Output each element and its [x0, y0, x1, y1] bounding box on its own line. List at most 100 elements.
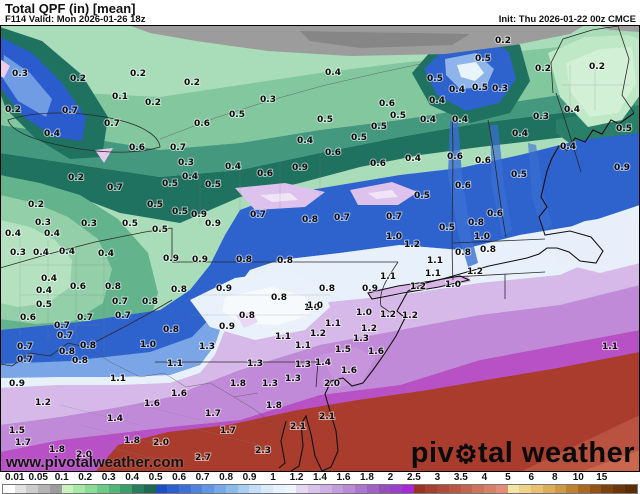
colorbar-segment	[401, 485, 414, 493]
colorbar-segment	[249, 485, 262, 493]
qpf-value-label: 0.9	[614, 163, 630, 173]
qpf-value-label: 0.9	[362, 284, 378, 294]
qpf-value-label: 0.5	[205, 180, 221, 190]
qpf-value-label: 0.4	[405, 154, 421, 164]
colorbar-tick-label: 1.8	[360, 472, 374, 483]
qpf-value-label: 0.6	[370, 159, 386, 169]
qpf-value-label: 0.6	[325, 148, 341, 158]
colorbar-tick-label: 0.4	[125, 472, 140, 483]
coastline	[278, 112, 635, 472]
qpf-value-label: 0.7	[17, 342, 33, 352]
colorbar-segment	[343, 485, 356, 493]
qpf-value-label: 0.2	[5, 105, 21, 115]
qpf-value-label: 0.3	[81, 219, 97, 229]
qpf-value-label: 0.9	[192, 255, 208, 265]
qpf-value-label: 0.5	[427, 74, 443, 84]
qpf-value-label: 1.3	[262, 379, 278, 389]
qpf-value-label: 1.1	[167, 359, 183, 369]
qpf-value-label: 0.7	[115, 311, 131, 321]
qpf-value-label: 0.8	[236, 255, 252, 265]
colorbar-tick-labels: 0.01 0.05 0.1 0.2 0.3 0.4 0.5 0.6 0.7 0.8 0.9 1 1.2 1…	[0, 472, 640, 484]
colorbar-segment	[272, 485, 285, 493]
valid-time-label: F114 Valid: Mon 2026-01-26 18z	[5, 14, 146, 25]
colorbar-tick-label: 15	[596, 472, 608, 483]
qpf-value-label: 0.6	[487, 209, 503, 219]
qpf-value-label: 1.1	[275, 332, 291, 342]
colorbar-segment	[577, 485, 590, 493]
qpf-value-label: 1.5	[9, 426, 25, 436]
colorbar-tick-label: 10	[572, 472, 584, 483]
qpf-value-label: 0.5	[390, 111, 406, 121]
qpf-value-label: 0.5	[371, 122, 387, 132]
qpf-value-label: 0.4	[225, 162, 241, 172]
qpf-value-label: 1.2	[361, 324, 377, 334]
qpf-value-label: 1.4	[315, 358, 331, 368]
qpf-value-label: 0.8	[302, 215, 318, 225]
colorbar-segment	[542, 485, 555, 493]
colorbar-segment	[413, 485, 426, 493]
qpf-value-label: 0.5	[351, 133, 367, 143]
qpf-value-label: 0.6	[379, 99, 395, 109]
qpf-value-label: 0.5	[36, 300, 52, 310]
colorbar-segment	[3, 485, 15, 493]
colorbar-segment	[472, 485, 485, 493]
qpf-value-label: 0.8	[72, 356, 88, 366]
qpf-value-label: 1.6	[368, 347, 384, 357]
colorbar-tick-label: 1.2	[289, 472, 304, 483]
qpf-value-label: 1.6	[144, 399, 160, 409]
colorbar-segment	[26, 485, 39, 493]
county-borders	[19, 60, 630, 466]
qpf-value-label: 0.6	[447, 152, 463, 162]
colorbar-segment	[448, 485, 461, 493]
qpf-value-label: 0.2	[145, 98, 161, 108]
qpf-value-label: 1.3	[247, 359, 263, 369]
qpf-value-label: 0.9	[219, 322, 235, 332]
qpf-value-label: 0.4	[5, 229, 21, 239]
qpf-value-label: 1.6	[341, 366, 357, 376]
qpf-value-label: 0.4	[41, 274, 57, 284]
qpf-value-label: 0.7	[170, 143, 186, 153]
qpf-value-label: 0.7	[62, 106, 78, 116]
colorbar-segment	[437, 485, 449, 493]
qpf-value-label: 0.7	[112, 297, 128, 307]
qpf-value-label: 0.5	[229, 110, 245, 120]
qpf-value-label: 0.6	[70, 282, 86, 292]
colorbar-tick-label: 0.9	[242, 472, 257, 483]
colorbar-segment	[202, 485, 215, 493]
qpf-value-label: 1.0	[356, 308, 372, 318]
qpf-value-label: 1.2	[410, 282, 426, 292]
qpf-value-label: 0.8	[105, 282, 121, 292]
colorbar-segment	[601, 485, 614, 493]
qpf-value-label: 0.8	[142, 297, 158, 307]
colorbar-segment	[460, 485, 473, 493]
colorbar-segment	[96, 485, 109, 493]
qpf-value-label: 0.9	[205, 219, 221, 229]
colorbar-segment	[214, 485, 226, 493]
colorbar-segment	[366, 485, 379, 493]
qpf-value-label: 0.8	[277, 256, 293, 266]
qpf-value-label: 1.1	[602, 342, 618, 352]
qpf-value-label: 0.4	[33, 248, 49, 258]
qpf-value-label: 0.7	[250, 210, 266, 220]
weather-map: 0.3 0.2 0.2 0.2 0.1 0.2 0.3 0.2 0.4 0.2 0.5 0.2 0.2 0…	[0, 25, 640, 472]
colorbar-gradient	[2, 484, 638, 494]
qpf-value-label: 0.5	[162, 179, 178, 189]
colorbar-segment	[613, 485, 625, 493]
qpf-value-label: 0.6	[194, 119, 210, 129]
qpf-value-label: 0.4	[325, 68, 341, 78]
qpf-value-label: 0.7	[334, 213, 350, 223]
qpf-value-label: 1.0	[304, 303, 320, 313]
qpf-value-label: 0.8	[319, 284, 335, 294]
qpf-value-label: 0.4	[564, 105, 580, 115]
qpf-value-label: 0.6	[129, 143, 145, 153]
qpf-value-label: 0.5	[317, 115, 333, 125]
colorbar-segment	[61, 485, 74, 493]
colorbar-segment	[519, 485, 532, 493]
init-time-label: Init: Thu 2026-01-22 00z CMCE	[498, 14, 636, 25]
colorbar-tick-label: 3.5	[453, 472, 468, 483]
qpf-value-label: 1.2	[467, 267, 483, 277]
colorbar-segment	[49, 485, 62, 493]
qpf-value-label: 0.4	[512, 129, 528, 139]
qpf-value-label: 0.5	[616, 124, 632, 134]
